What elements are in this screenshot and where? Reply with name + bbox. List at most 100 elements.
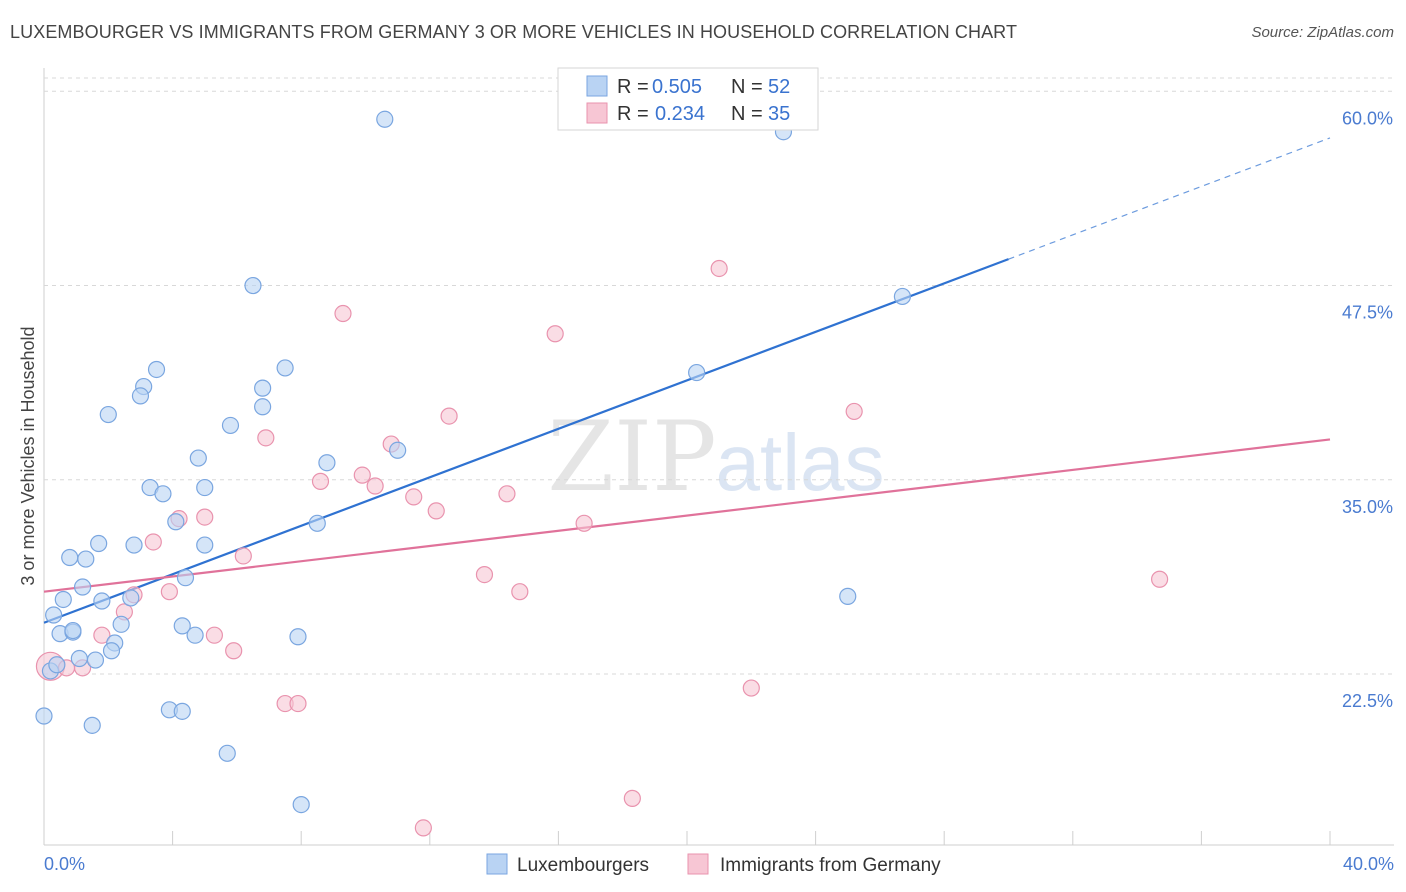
legend-r-value-2: 0.234 bbox=[655, 103, 705, 125]
point-luxembourgers-46 bbox=[35, 707, 53, 725]
point-luxembourgers-37 bbox=[64, 621, 82, 640]
point-luxembourgers-4 bbox=[147, 360, 166, 379]
point-luxembourgers-6 bbox=[688, 363, 706, 382]
point-luxembourgers-28 bbox=[54, 590, 72, 609]
point-luxembourgers-39 bbox=[289, 628, 307, 646]
point-luxembourgers-5 bbox=[276, 359, 294, 377]
trend-lines bbox=[43, 137, 1331, 624]
legend-r-value-1: 0.505 bbox=[652, 76, 702, 98]
point-luxembourgers-17 bbox=[154, 485, 172, 503]
point-luxembourgers-14 bbox=[189, 449, 207, 467]
point-luxembourgers-24 bbox=[61, 548, 79, 567]
chart-title: LUXEMBOURGER VS IMMIGRANTS FROM GERMANY … bbox=[10, 22, 1018, 42]
y-tick-label-1: 35.0% bbox=[1342, 497, 1393, 517]
point-immigrants-germany-10 bbox=[196, 508, 214, 526]
y-tick-label-3: 60.0% bbox=[1342, 108, 1393, 128]
point-immigrants-germany-33 bbox=[623, 789, 641, 807]
point-luxembourgers-2 bbox=[244, 276, 262, 295]
legend-n-value-2: 35 bbox=[768, 103, 790, 125]
point-luxembourgers-18 bbox=[196, 478, 214, 497]
point-immigrants-germany-32 bbox=[289, 694, 307, 713]
bottom-legend-label-luxembourgers: Luxembourgers bbox=[517, 855, 649, 876]
point-immigrants-germany-14 bbox=[427, 502, 445, 520]
point-luxembourgers-27 bbox=[73, 578, 92, 596]
point-luxembourgers-32 bbox=[45, 606, 63, 624]
point-immigrants-germany-3 bbox=[845, 402, 863, 421]
point-luxembourgers-29 bbox=[93, 592, 111, 610]
point-immigrants-germany-34 bbox=[414, 819, 432, 837]
point-luxembourgers-8 bbox=[131, 387, 150, 405]
y-tick-label-0: 22.5% bbox=[1342, 691, 1393, 711]
point-luxembourgers-11 bbox=[99, 405, 117, 424]
point-immigrants-germany-4 bbox=[440, 407, 458, 425]
point-immigrants-germany-15 bbox=[575, 514, 593, 532]
point-immigrants-germany-22 bbox=[1151, 570, 1169, 588]
point-immigrants-germany-17 bbox=[234, 547, 252, 565]
source-label: Source: ZipAtlas.com bbox=[1251, 24, 1394, 41]
legend-r-label-2: R = bbox=[617, 103, 649, 125]
point-luxembourgers-34 bbox=[173, 617, 191, 635]
point-luxembourgers-23 bbox=[196, 536, 214, 554]
stats-legend: R = 0.505 N = 52 R = 0.234 N = 35 bbox=[557, 67, 819, 131]
point-luxembourgers-31 bbox=[839, 587, 857, 605]
bottom-legend-swatch-immigrants-germany bbox=[687, 853, 709, 875]
x-tick-label-max: 40.0% bbox=[1343, 854, 1394, 874]
point-luxembourgers-49 bbox=[292, 795, 310, 814]
point-luxembourgers-0 bbox=[376, 110, 394, 128]
legend-swatch-immigrants-germany bbox=[586, 102, 608, 124]
y-axis-label: 3 or more Vehicles in Household bbox=[18, 326, 38, 585]
trend-line-luxembourgers bbox=[43, 258, 1009, 624]
point-luxembourgers-41 bbox=[102, 642, 121, 660]
point-immigrants-germany-18 bbox=[475, 566, 494, 584]
point-immigrants-germany-13 bbox=[405, 488, 423, 506]
point-luxembourgers-48 bbox=[218, 744, 236, 762]
trend-line-immigrants-germany bbox=[43, 438, 1331, 593]
point-luxembourgers-50 bbox=[48, 656, 66, 674]
point-immigrants-germany-20 bbox=[511, 583, 529, 601]
point-luxembourgers-47 bbox=[83, 716, 101, 734]
point-luxembourgers-13 bbox=[389, 441, 407, 459]
point-immigrants-germany-1 bbox=[334, 304, 352, 323]
point-luxembourgers-42 bbox=[86, 651, 105, 669]
point-luxembourgers-10 bbox=[254, 398, 272, 416]
point-immigrants-germany-16 bbox=[144, 533, 162, 551]
watermark-zip: ZIP bbox=[547, 401, 716, 513]
legend-n-label-1: N = bbox=[731, 76, 763, 98]
point-immigrants-germany-2 bbox=[546, 325, 564, 343]
watermark: ZIP atlas bbox=[547, 401, 884, 513]
point-luxembourgers-33 bbox=[112, 615, 130, 633]
bottom-legend-swatch-luxembourgers bbox=[486, 853, 508, 875]
legend-r-label-1: R = bbox=[617, 76, 649, 98]
gridlines bbox=[44, 77, 1394, 675]
series-legend: Luxembourgers Immigrants from Germany bbox=[486, 853, 941, 876]
point-luxembourgers-3 bbox=[893, 287, 912, 306]
data-points bbox=[35, 110, 1169, 837]
legend-n-label-2: N = bbox=[731, 103, 763, 125]
point-immigrants-germany-26 bbox=[225, 642, 243, 660]
point-immigrants-germany-12 bbox=[498, 485, 516, 503]
x-axis-ticks bbox=[43, 831, 1331, 845]
point-immigrants-germany-7 bbox=[311, 472, 330, 490]
point-luxembourgers-21 bbox=[90, 534, 108, 553]
point-luxembourgers-26 bbox=[176, 569, 195, 587]
legend-n-value-1: 52 bbox=[768, 76, 790, 98]
point-luxembourgers-19 bbox=[167, 513, 185, 531]
point-immigrants-germany-19 bbox=[160, 583, 178, 601]
legend-swatch-luxembourgers bbox=[586, 75, 608, 97]
y-tick-labels: 22.5% 35.0% 47.5% 60.0% bbox=[1342, 108, 1393, 711]
point-immigrants-germany-5 bbox=[257, 429, 275, 447]
point-immigrants-germany-9 bbox=[366, 477, 384, 495]
point-luxembourgers-38 bbox=[186, 626, 204, 644]
point-luxembourgers-45 bbox=[173, 702, 191, 720]
point-luxembourgers-25 bbox=[77, 550, 95, 568]
point-luxembourgers-15 bbox=[318, 454, 336, 472]
point-luxembourgers-51 bbox=[70, 649, 88, 668]
point-immigrants-germany-24 bbox=[205, 626, 223, 644]
point-luxembourgers-12 bbox=[221, 416, 240, 435]
point-luxembourgers-30 bbox=[122, 589, 140, 607]
bottom-legend-label-immigrants-germany: Immigrants from Germany bbox=[720, 855, 941, 876]
watermark-atlas: atlas bbox=[716, 418, 885, 507]
point-immigrants-germany-25 bbox=[93, 626, 111, 644]
point-luxembourgers-20 bbox=[308, 514, 326, 532]
